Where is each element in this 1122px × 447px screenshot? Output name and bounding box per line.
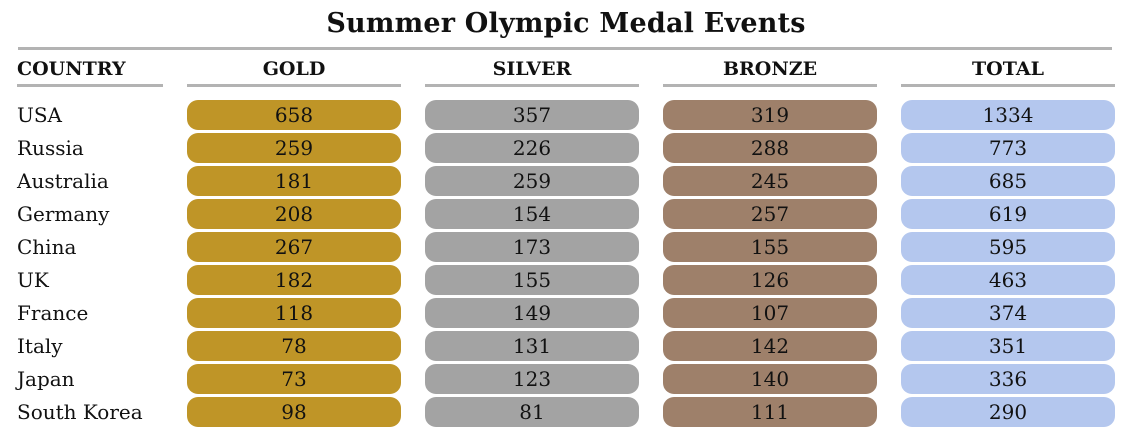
total-value-cell: 374 xyxy=(901,298,1115,328)
bronze-value-cell: 111 xyxy=(663,397,877,427)
header-rule-total xyxy=(901,84,1115,87)
gold-value-cell: 98 xyxy=(187,397,401,427)
column-header-country: COUNTRY xyxy=(17,58,126,80)
gold-value-cell: 73 xyxy=(187,364,401,394)
silver-value-cell: 123 xyxy=(425,364,639,394)
total-value-cell: 595 xyxy=(901,232,1115,262)
column-header-gold: GOLD xyxy=(262,58,326,80)
bronze-value-cell: 126 xyxy=(663,265,877,295)
gold-value-cell: 208 xyxy=(187,199,401,229)
silver-value-cell: 357 xyxy=(425,100,639,130)
silver-value-cell: 226 xyxy=(425,133,639,163)
country-label: Australia xyxy=(17,169,109,193)
silver-value-cell: 259 xyxy=(425,166,639,196)
silver-value-cell: 131 xyxy=(425,331,639,361)
country-label: Japan xyxy=(17,367,75,391)
gold-value-cell: 182 xyxy=(187,265,401,295)
silver-value-cell: 154 xyxy=(425,199,639,229)
total-value-cell: 351 xyxy=(901,331,1115,361)
total-value-cell: 1334 xyxy=(901,100,1115,130)
header-rule-country xyxy=(17,84,163,87)
bronze-value-cell: 319 xyxy=(663,100,877,130)
country-label: USA xyxy=(17,103,62,127)
column-header-silver: SILVER xyxy=(492,58,572,80)
country-label: China xyxy=(17,235,77,259)
country-label: South Korea xyxy=(17,400,143,424)
header-rule-bronze xyxy=(663,84,877,87)
header-rule-silver xyxy=(425,84,639,87)
bronze-value-cell: 142 xyxy=(663,331,877,361)
bronze-value-cell: 107 xyxy=(663,298,877,328)
total-value-cell: 773 xyxy=(901,133,1115,163)
column-header-bronze: BRONZE xyxy=(722,58,818,80)
gold-value-cell: 267 xyxy=(187,232,401,262)
total-value-cell: 290 xyxy=(901,397,1115,427)
bronze-value-cell: 155 xyxy=(663,232,877,262)
silver-value-cell: 173 xyxy=(425,232,639,262)
gold-value-cell: 78 xyxy=(187,331,401,361)
total-value-cell: 336 xyxy=(901,364,1115,394)
country-label: Germany xyxy=(17,202,110,226)
country-label: UK xyxy=(17,268,49,292)
bronze-value-cell: 257 xyxy=(663,199,877,229)
total-value-cell: 463 xyxy=(901,265,1115,295)
gold-value-cell: 658 xyxy=(187,100,401,130)
header-rule-gold xyxy=(187,84,401,87)
gold-value-cell: 118 xyxy=(187,298,401,328)
country-label: Russia xyxy=(17,136,84,160)
gold-value-cell: 181 xyxy=(187,166,401,196)
silver-value-cell: 155 xyxy=(425,265,639,295)
bronze-value-cell: 140 xyxy=(663,364,877,394)
column-header-total: TOTAL xyxy=(972,58,1044,80)
country-label: France xyxy=(17,301,89,325)
chart-title: Summer Olympic Medal Events xyxy=(326,8,806,39)
silver-value-cell: 81 xyxy=(425,397,639,427)
title-divider xyxy=(18,47,1112,50)
silver-value-cell: 149 xyxy=(425,298,639,328)
bronze-value-cell: 288 xyxy=(663,133,877,163)
bronze-value-cell: 245 xyxy=(663,166,877,196)
country-label: Italy xyxy=(17,334,63,358)
total-value-cell: 619 xyxy=(901,199,1115,229)
total-value-cell: 685 xyxy=(901,166,1115,196)
gold-value-cell: 259 xyxy=(187,133,401,163)
